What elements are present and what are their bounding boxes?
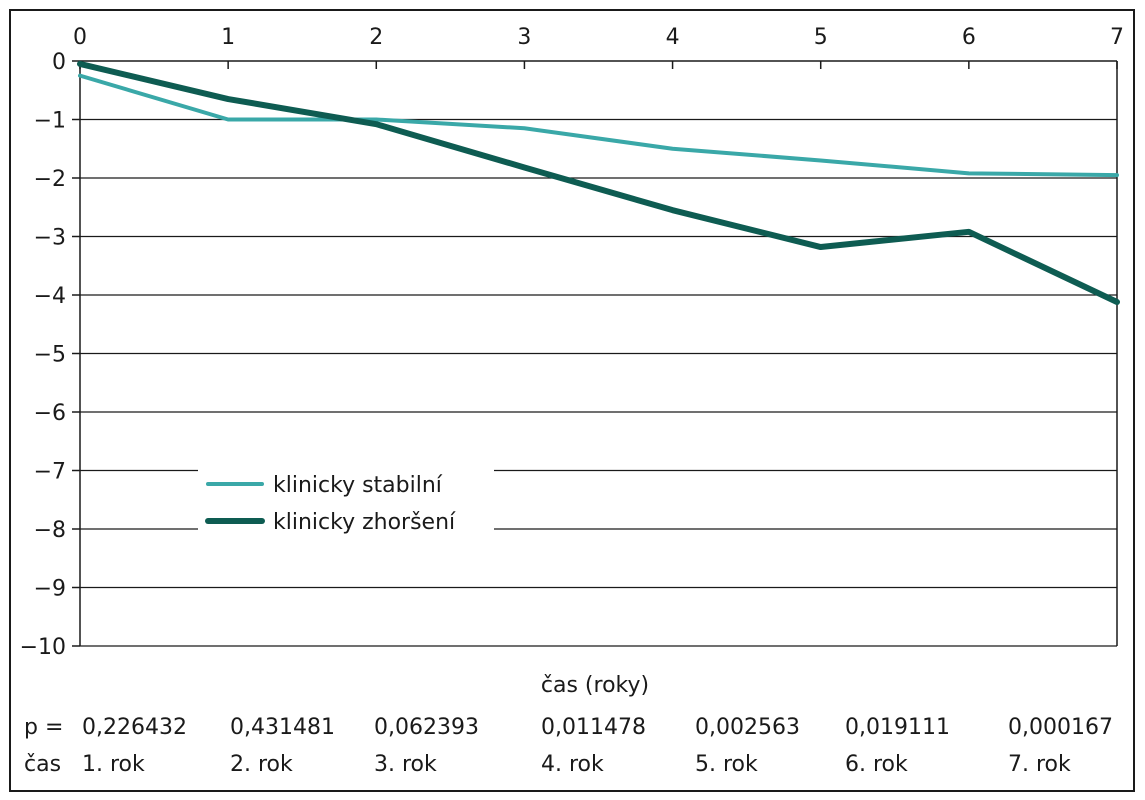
- p-value: 0,226432: [82, 715, 187, 740]
- time-label: 3. rok: [374, 752, 437, 777]
- legend-label-stable: klinicky stabilní: [273, 473, 443, 498]
- y-tick-label: −5: [34, 343, 66, 368]
- y-tick-label: −3: [34, 226, 66, 251]
- p-row-label: p =: [24, 715, 63, 740]
- y-tick-label: −2: [34, 167, 66, 192]
- grid-lines: [80, 118, 1117, 647]
- x-tick-label: 0: [73, 25, 87, 50]
- p-value: 0,002563: [695, 715, 800, 740]
- p-value: 0,019111: [845, 715, 950, 740]
- y-tick-label: −8: [34, 518, 66, 543]
- axes: [72, 60, 1118, 647]
- time-label: 4. rok: [541, 752, 604, 777]
- y-tick-label: −10: [20, 635, 66, 660]
- x-tick-label: 6: [962, 25, 976, 50]
- time-row: čas 1. rok 2. rok 3. rok 4. rok 5. rok 6. rok…: [24, 752, 1071, 777]
- p-value: 0,000167: [1008, 715, 1113, 740]
- y-tick-label: −1: [34, 109, 66, 134]
- x-axis-label: čas (roky): [541, 673, 649, 698]
- time-label: 7. rok: [1008, 752, 1071, 777]
- chart-frame: [9, 9, 1135, 792]
- p-value: 0,431481: [230, 715, 335, 740]
- time-label: 1. rok: [82, 752, 145, 777]
- x-tick-label: 1: [221, 25, 235, 50]
- series-line-0: [78, 73, 1119, 178]
- y-tick-label: −9: [34, 577, 66, 602]
- y-tick-label: −4: [34, 284, 66, 309]
- p-value-row: p = 0,226432 0,431481 0,062393 0,011478 0,00…: [24, 715, 1113, 740]
- legend-background: [198, 455, 494, 551]
- x-tick-label: 4: [666, 25, 680, 50]
- y-tick-label: −6: [34, 401, 66, 426]
- x-tick-label: 3: [517, 25, 531, 50]
- x-tick-labels: 0 1 2 3 4 5 6 7: [73, 25, 1124, 50]
- x-tick-label: 2: [369, 25, 383, 50]
- x-tick-label: 7: [1110, 25, 1124, 50]
- time-label: 5. rok: [695, 752, 758, 777]
- y-tick-label: 0: [52, 50, 66, 75]
- series-line-1: [77, 60, 1120, 306]
- x-tick-label: 5: [814, 25, 828, 50]
- time-label: 2. rok: [230, 752, 293, 777]
- p-value: 0,062393: [374, 715, 479, 740]
- legend-label-worsened: klinicky zhoršení: [273, 510, 456, 535]
- y-tick-label: −7: [34, 460, 66, 485]
- legend: klinicky stabilní klinicky zhoršení: [198, 455, 494, 551]
- time-row-label: čas: [24, 752, 61, 777]
- series-lines: [77, 60, 1120, 306]
- time-label: 6. rok: [845, 752, 908, 777]
- p-value: 0,011478: [541, 715, 646, 740]
- y-tick-labels: 0 −1 −2 −3 −4 −5 −6 −7 −8 −9 −10: [20, 50, 66, 660]
